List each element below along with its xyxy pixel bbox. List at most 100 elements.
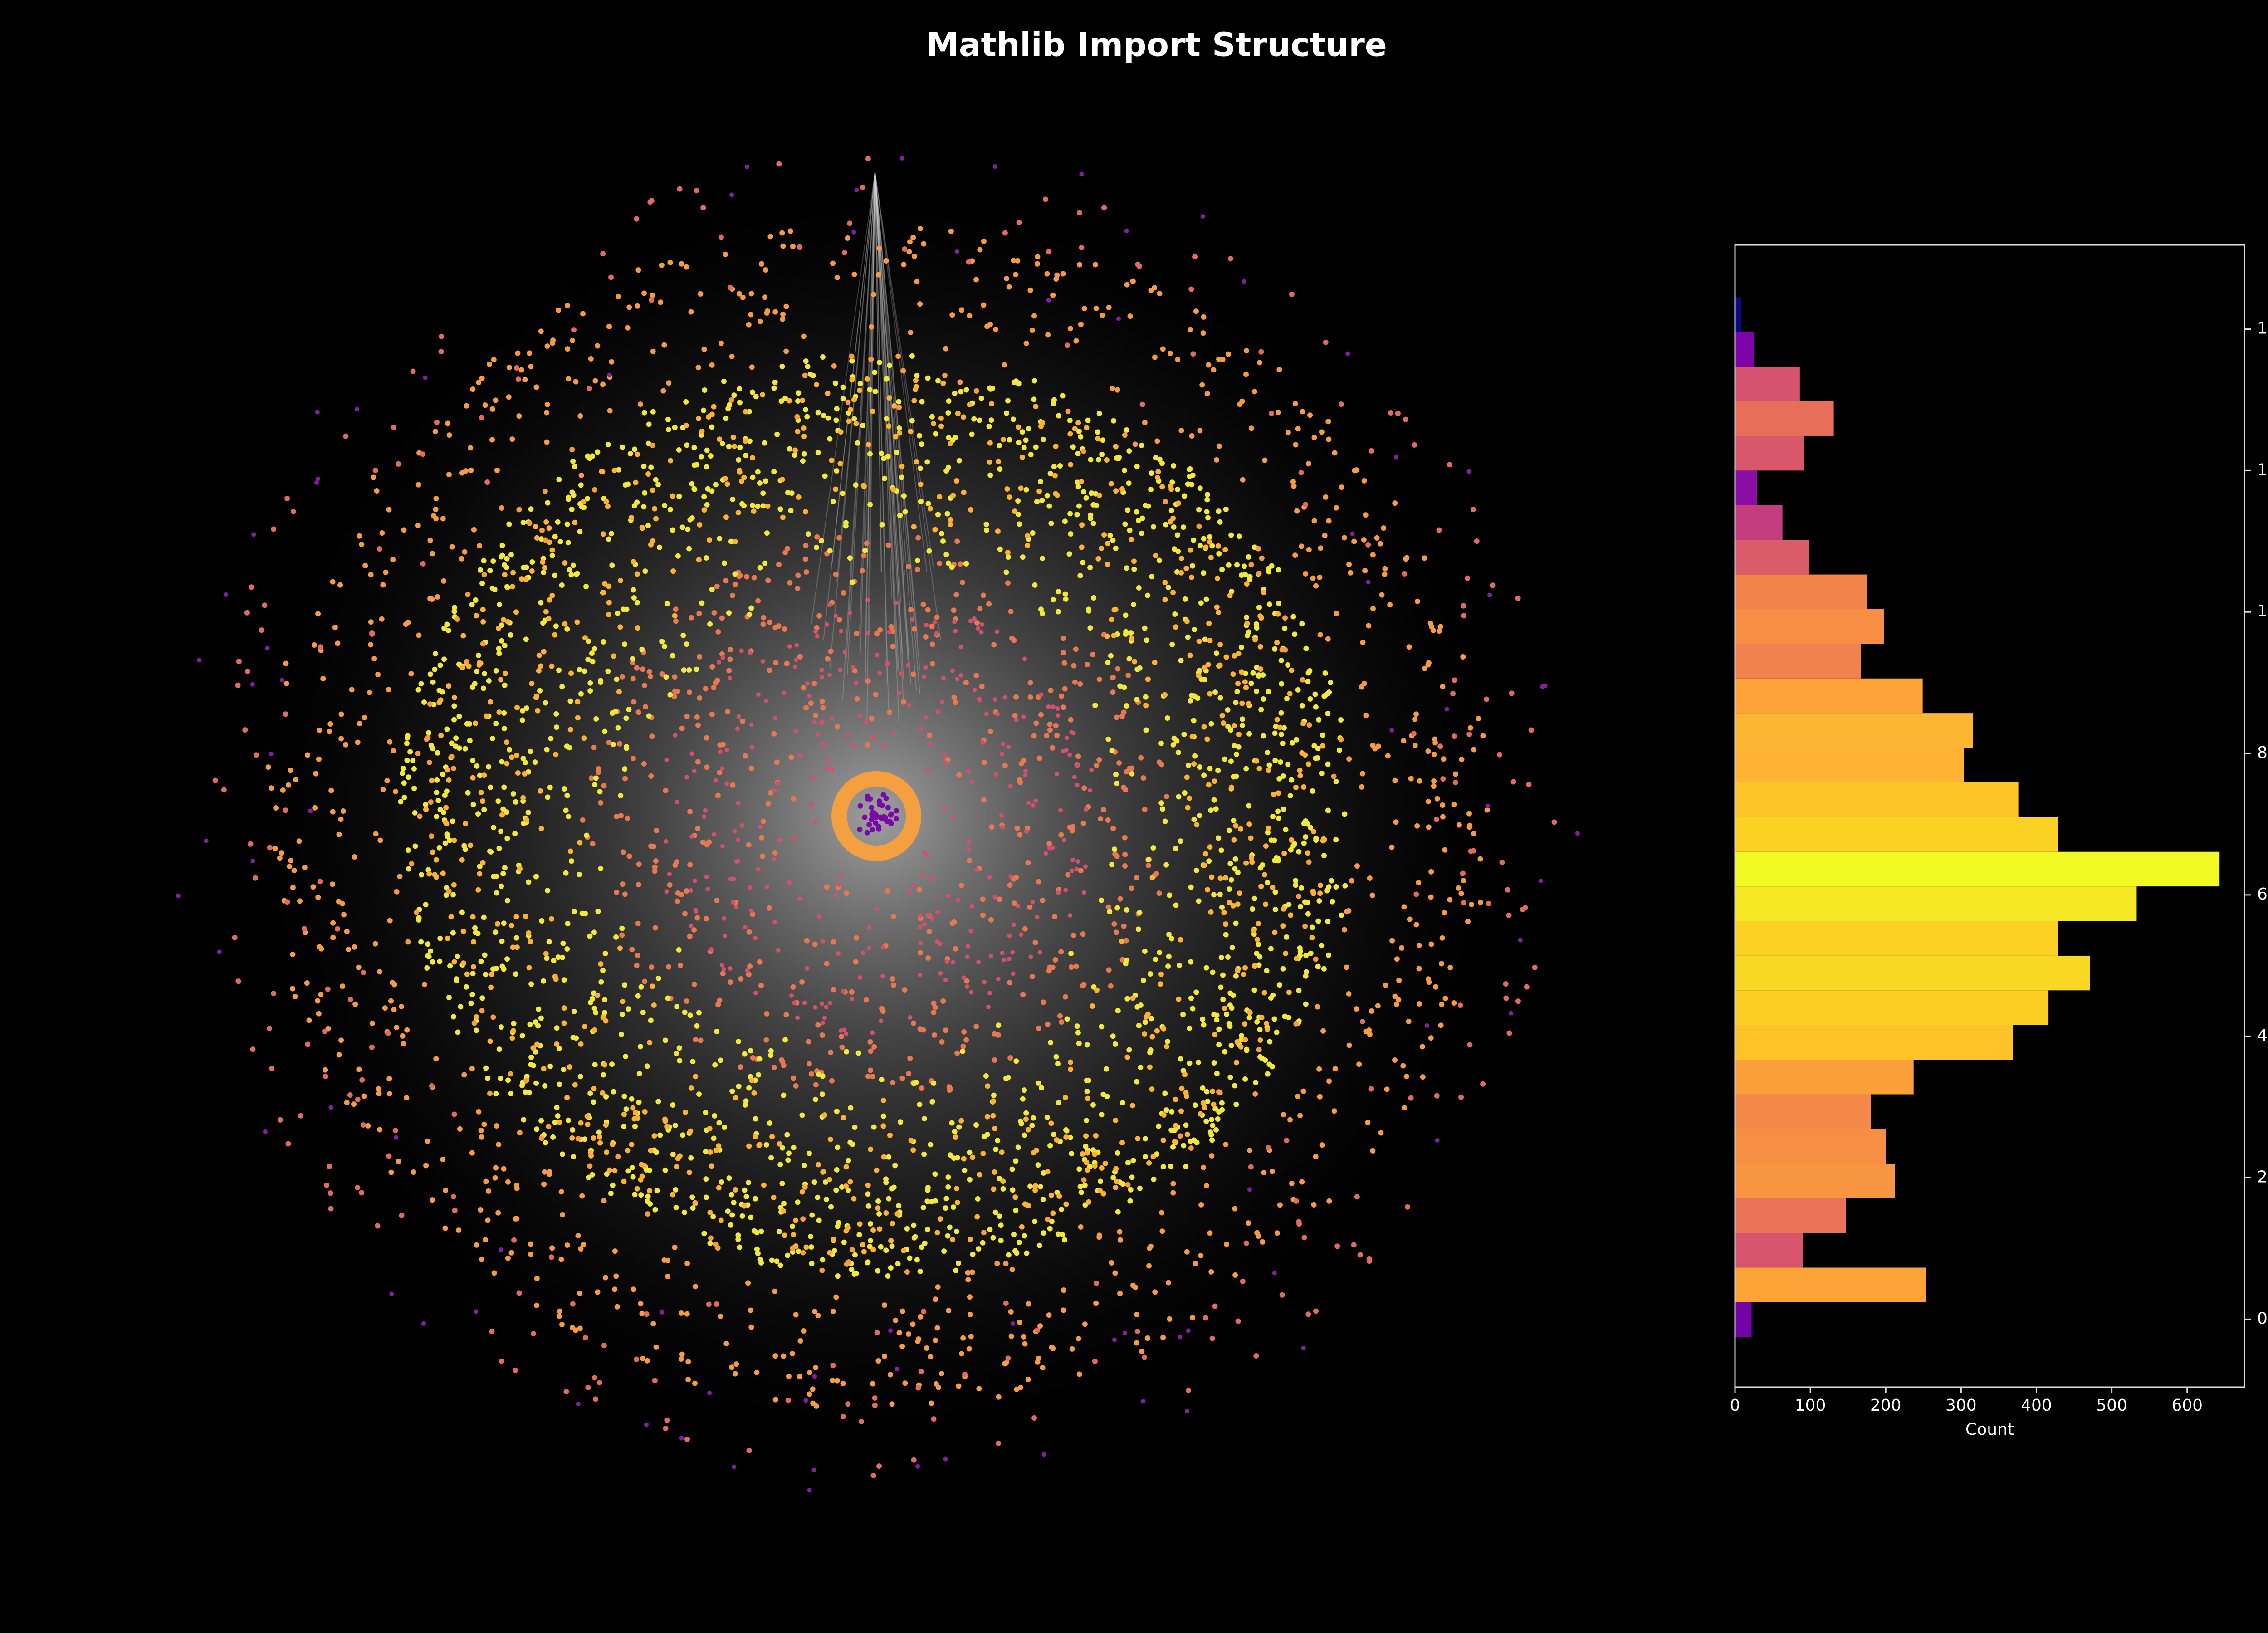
- node: [1069, 1151, 1075, 1157]
- node: [1001, 742, 1006, 747]
- node: [664, 889, 669, 894]
- node: [1296, 893, 1302, 899]
- node: [356, 964, 362, 970]
- node: [909, 353, 915, 359]
- node: [700, 839, 706, 845]
- node: [1122, 851, 1128, 857]
- node: [907, 1055, 913, 1061]
- node: [1060, 271, 1066, 277]
- node: [899, 671, 904, 676]
- node: [487, 848, 493, 854]
- node: [1405, 1204, 1411, 1210]
- node: [415, 687, 421, 693]
- node: [510, 944, 516, 950]
- node: [728, 966, 733, 971]
- node: [1109, 748, 1115, 753]
- node: [1220, 972, 1226, 978]
- node: [451, 717, 457, 723]
- node: [1365, 1120, 1371, 1125]
- x-tick-label: 300: [1945, 1396, 1977, 1415]
- node: [670, 653, 675, 659]
- node: [610, 742, 616, 748]
- node: [515, 770, 521, 776]
- node: [655, 975, 661, 981]
- node: [776, 161, 782, 167]
- node: [1461, 900, 1467, 906]
- node: [513, 1367, 518, 1373]
- node: [1242, 1021, 1248, 1027]
- node: [1228, 877, 1234, 883]
- node: [650, 983, 655, 989]
- node: [1014, 718, 1019, 723]
- node: [1477, 856, 1483, 862]
- node: [860, 184, 865, 190]
- node: [484, 479, 490, 485]
- node: [616, 467, 621, 473]
- node: [1113, 772, 1119, 777]
- node: [635, 303, 640, 309]
- node: [846, 1158, 851, 1164]
- node: [974, 620, 980, 626]
- node: [735, 510, 741, 516]
- node: [568, 858, 574, 864]
- node: [1207, 1129, 1213, 1135]
- node: [559, 1321, 565, 1327]
- node: [606, 583, 612, 589]
- node: [811, 776, 816, 781]
- node: [1298, 469, 1304, 475]
- node: [316, 944, 322, 950]
- node: [813, 1403, 819, 1409]
- node: [996, 1022, 1002, 1028]
- node: [551, 958, 557, 963]
- node: [682, 1009, 688, 1015]
- node: [1072, 426, 1078, 432]
- node: [406, 866, 411, 872]
- node: [617, 577, 623, 583]
- node: [1341, 927, 1347, 933]
- node: [800, 1250, 806, 1256]
- node: [197, 658, 202, 663]
- node: [949, 564, 955, 570]
- node: [357, 533, 362, 539]
- node: [628, 515, 634, 521]
- node: [1313, 1308, 1319, 1314]
- node: [252, 875, 258, 881]
- node: [742, 1102, 748, 1108]
- node: [1258, 884, 1264, 890]
- node: [1032, 1188, 1038, 1193]
- node: [570, 458, 576, 464]
- node: [1115, 1209, 1121, 1215]
- node: [569, 337, 575, 343]
- node: [223, 592, 228, 597]
- node: [1236, 533, 1242, 539]
- node: [355, 1185, 361, 1191]
- node: [292, 993, 298, 999]
- node: [1117, 1291, 1123, 1296]
- node: [1147, 1064, 1153, 1070]
- node: [991, 1186, 997, 1192]
- node: [546, 616, 552, 621]
- node: [846, 1259, 852, 1265]
- node: [1062, 686, 1068, 692]
- node: [600, 968, 606, 973]
- node: [577, 528, 583, 534]
- node: [1145, 863, 1151, 869]
- bar: [1735, 921, 2058, 956]
- node: [1159, 1228, 1165, 1234]
- node: [427, 701, 433, 707]
- node: [438, 349, 444, 355]
- node: [800, 1216, 806, 1222]
- node: [1290, 479, 1296, 485]
- node: [1053, 491, 1059, 497]
- node: [361, 1093, 367, 1099]
- node: [1285, 430, 1291, 435]
- node: [854, 696, 860, 702]
- node: [470, 914, 476, 920]
- node: [1192, 626, 1198, 632]
- node: [577, 1290, 583, 1296]
- node: [1018, 485, 1024, 491]
- node: [781, 1353, 787, 1359]
- node: [1222, 921, 1228, 927]
- node: [1310, 788, 1315, 794]
- node: [968, 507, 974, 513]
